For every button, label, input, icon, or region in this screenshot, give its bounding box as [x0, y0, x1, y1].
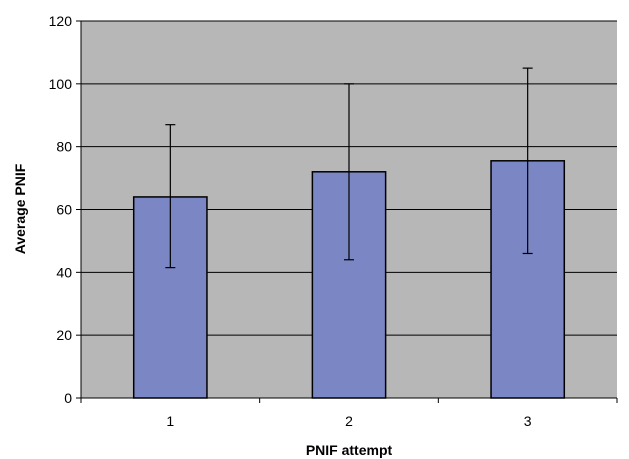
y-tick-label-120: 120 — [49, 13, 73, 29]
y-tick-label-100: 100 — [49, 76, 73, 92]
y-axis: 0 20 40 60 80 100 120 — [49, 13, 82, 406]
y-tick-label-40: 40 — [56, 264, 72, 280]
y-tick-label-60: 60 — [56, 202, 72, 218]
x-tick-label-1: 1 — [166, 413, 174, 429]
error-bars — [165, 67, 533, 269]
y-axis-title: Average PNIF — [12, 163, 28, 254]
x-axis: 1 2 3 — [80, 397, 618, 429]
x-axis-title: PNIF attempt — [306, 442, 393, 458]
y-tick-label-80: 80 — [56, 139, 72, 155]
y-tick-label-20: 20 — [56, 327, 72, 343]
x-tick-label-2: 2 — [345, 413, 353, 429]
x-tick-label-3: 3 — [524, 413, 532, 429]
y-tick-label-0: 0 — [64, 390, 72, 406]
